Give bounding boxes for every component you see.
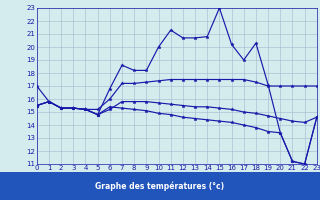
Text: Graphe des températures (°c): Graphe des températures (°c) [95, 181, 225, 191]
